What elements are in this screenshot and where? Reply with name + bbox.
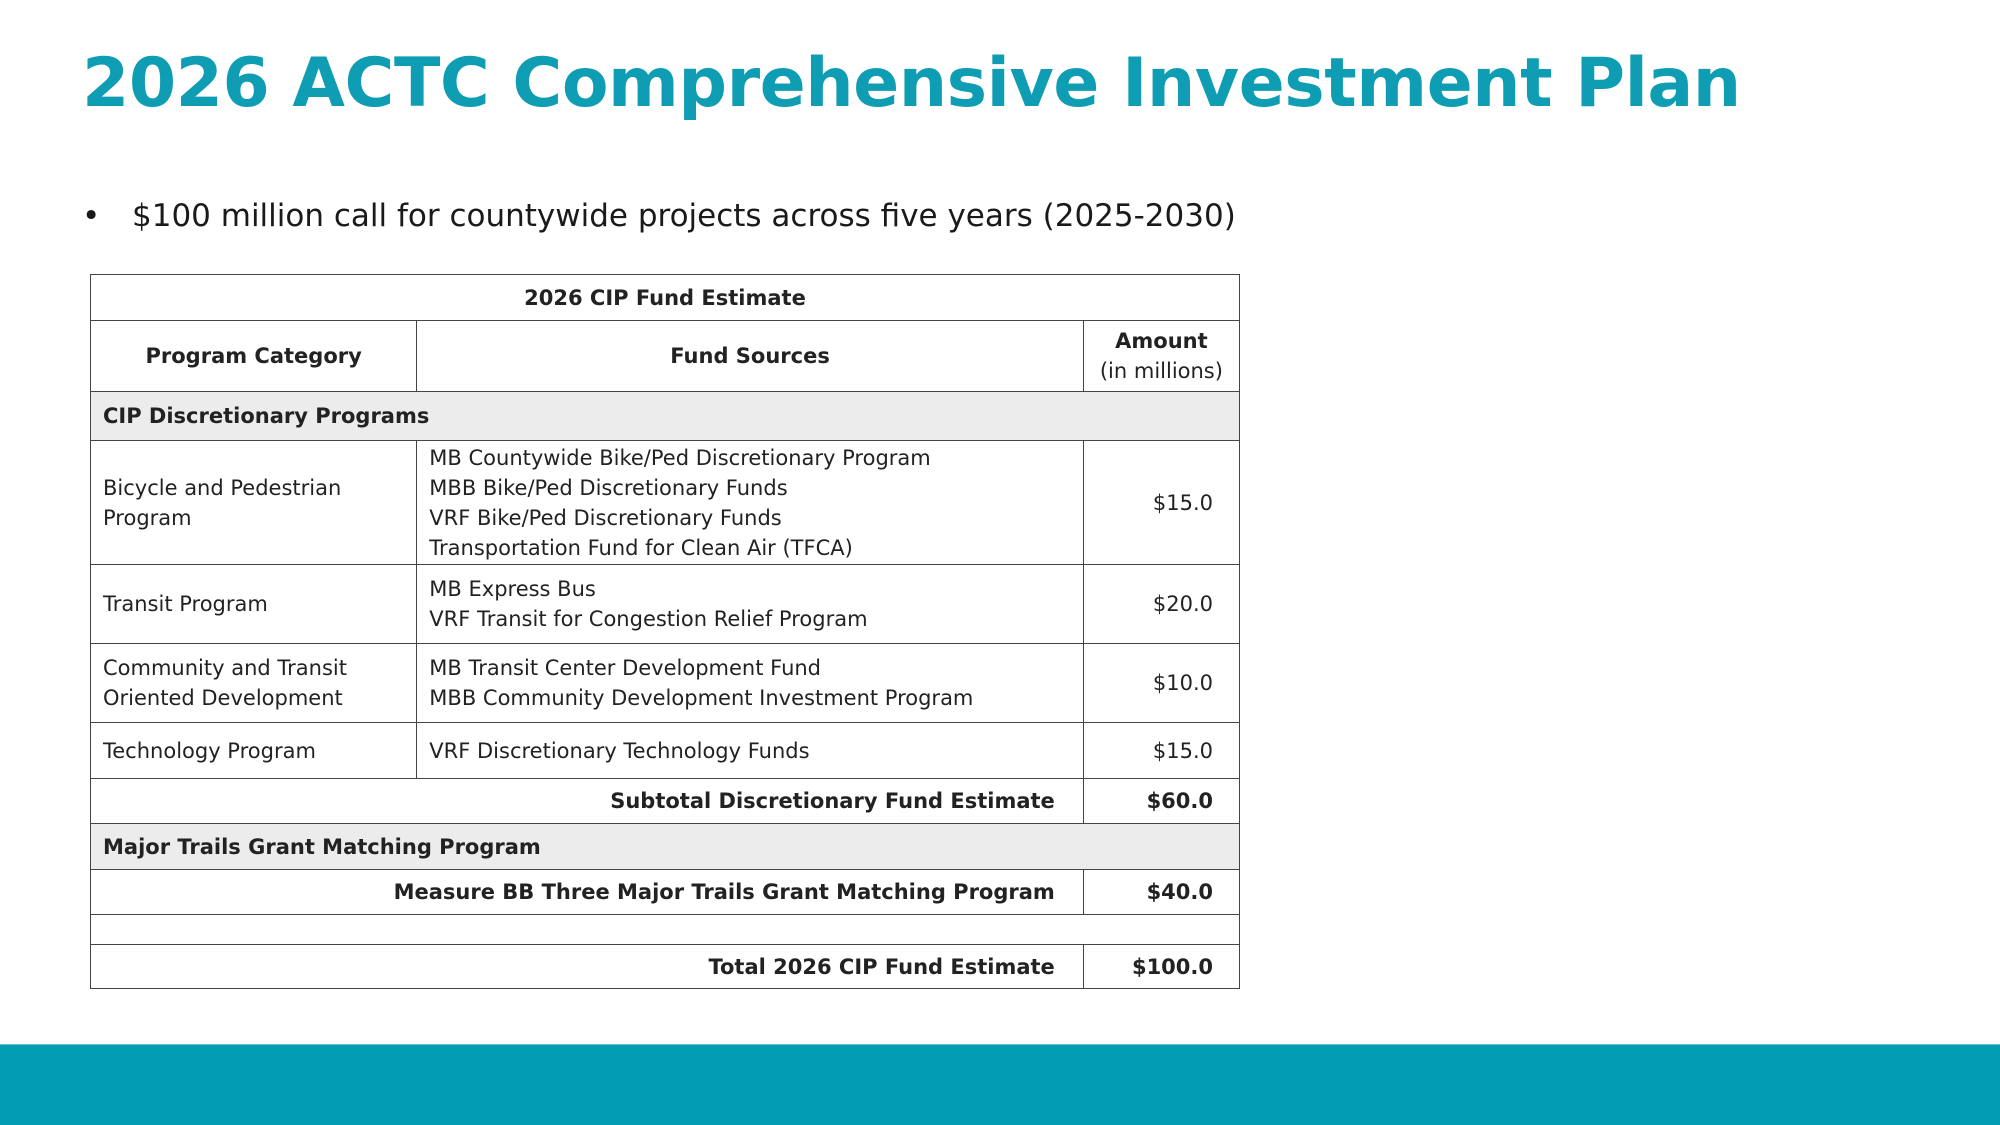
header-program-category: Program Category — [89, 320, 418, 392]
fund-source: MB Transit Center Development Fund — [429, 656, 822, 680]
bullet-marker: • — [82, 198, 101, 234]
table-title-row: 2026 CIP Fund Estimate — [90, 274, 1240, 321]
fund-source: VRF Discretionary Technology Funds — [429, 738, 810, 763]
header-fund-sources: Fund Sources — [416, 320, 1084, 392]
fund-sources-cell: MB Express Bus VRF Transit for Congestio… — [416, 564, 1084, 644]
table-title: 2026 CIP Fund Estimate — [90, 274, 1240, 321]
section-label: CIP Discretionary Programs — [90, 391, 1240, 441]
total-amount: $100.0 — [1082, 944, 1241, 989]
program-category-cell: Community and Transit Oriented Developme… — [89, 643, 418, 723]
amount-cell: $20.0 — [1082, 564, 1241, 644]
footer-bar — [0, 1045, 2000, 1125]
section-label: Major Trails Grant Matching Program — [90, 823, 1240, 870]
bullet-text: $100 million call for countywide project… — [132, 198, 1236, 234]
subtotal-amount: $60.0 — [1082, 778, 1241, 824]
table-header-row: Program Category Fund Sources Amount (in… — [89, 320, 1241, 392]
fund-sources-cell: MB Transit Center Development Fund MBB C… — [416, 643, 1084, 723]
program-category-cell: Technology Program — [89, 722, 418, 779]
header-amount-unit: (in millions) — [1099, 359, 1223, 383]
fund-source: MB Express Bus — [429, 577, 596, 601]
fund-source: MBB Community Development Investment Pro… — [429, 686, 974, 710]
header-amount: Amount (in millions) — [1082, 320, 1241, 392]
fund-source: MBB Bike/Ped Discretionary Funds — [429, 475, 788, 500]
fund-source: MB Countywide Bike/Ped Discretionary Pro… — [429, 445, 931, 470]
spacer-cell — [90, 914, 1240, 945]
section-row: CIP Discretionary Programs — [90, 391, 1240, 441]
fund-source: Transportation Fund for Clean Air (TFCA) — [429, 535, 853, 560]
table-row: Community and Transit Oriented Developme… — [89, 643, 1241, 723]
program-category-cell: Transit Program — [89, 564, 418, 644]
amount-cell: $15.0 — [1082, 722, 1241, 779]
table-row: Transit Program MB Express Bus VRF Trans… — [89, 564, 1241, 644]
trails-program-amount: $40.0 — [1082, 869, 1241, 915]
subtotal-label: Subtotal Discretionary Fund Estimate — [90, 778, 1084, 824]
total-label: Total 2026 CIP Fund Estimate — [90, 944, 1084, 989]
fund-estimate-table: 2026 CIP Fund Estimate Program Category … — [89, 274, 1241, 989]
spacer-row — [90, 914, 1240, 945]
trails-program-label: Measure BB Three Major Trails Grant Matc… — [90, 869, 1084, 915]
table-row: Measure BB Three Major Trails Grant Matc… — [90, 869, 1241, 915]
section-row: Major Trails Grant Matching Program — [90, 823, 1240, 870]
slide-title: 2026 ACTC Comprehensive Investment Plan — [82, 44, 1741, 123]
amount-cell: $10.0 — [1082, 643, 1241, 723]
amount-cell: $15.0 — [1082, 440, 1241, 565]
total-row: Total 2026 CIP Fund Estimate $100.0 — [90, 944, 1241, 989]
fund-source: VRF Transit for Congestion Relief Progra… — [429, 607, 868, 631]
fund-sources-cell: MB Countywide Bike/Ped Discretionary Pro… — [416, 440, 1084, 565]
fund-sources-cell: VRF Discretionary Technology Funds — [416, 722, 1084, 779]
program-category-cell: Bicycle and Pedestrian Program — [89, 440, 418, 565]
table-row: Bicycle and Pedestrian Program MB County… — [89, 440, 1241, 565]
subtotal-row: Subtotal Discretionary Fund Estimate $60… — [90, 778, 1241, 824]
bullet-item: • $100 million call for countywide projec… — [82, 198, 1236, 234]
fund-source: VRF Bike/Ped Discretionary Funds — [429, 505, 782, 530]
header-amount-label: Amount — [1115, 329, 1208, 353]
table-row: Technology Program VRF Discretionary Tec… — [89, 722, 1241, 779]
